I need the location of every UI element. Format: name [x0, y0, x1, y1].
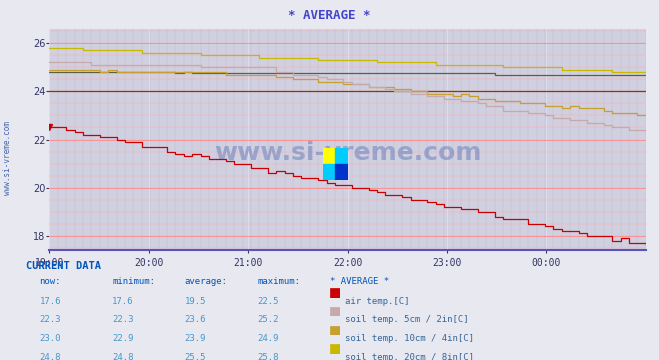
Text: 24.8: 24.8: [112, 353, 134, 360]
Text: maximum:: maximum:: [257, 277, 300, 286]
Text: CURRENT DATA: CURRENT DATA: [26, 261, 101, 271]
Text: 25.8: 25.8: [257, 353, 279, 360]
Bar: [323, 164, 335, 180]
Text: 17.6: 17.6: [112, 297, 134, 306]
Bar: [335, 148, 348, 164]
Text: www.si-vreme.com: www.si-vreme.com: [3, 121, 13, 195]
Text: 25.5: 25.5: [185, 353, 206, 360]
Text: 23.6: 23.6: [185, 315, 206, 324]
Text: average:: average:: [185, 277, 227, 286]
Text: www.si-vreme.com: www.si-vreme.com: [214, 141, 481, 165]
Text: 22.3: 22.3: [40, 315, 61, 324]
Bar: [335, 164, 348, 180]
Text: minimum:: minimum:: [112, 277, 155, 286]
Text: soil temp. 10cm / 4in[C]: soil temp. 10cm / 4in[C]: [345, 334, 474, 343]
Text: 22.3: 22.3: [112, 315, 134, 324]
Text: soil temp. 5cm / 2in[C]: soil temp. 5cm / 2in[C]: [345, 315, 469, 324]
Text: 24.9: 24.9: [257, 334, 279, 343]
Text: 22.5: 22.5: [257, 297, 279, 306]
Text: 19.5: 19.5: [185, 297, 206, 306]
Text: air temp.[C]: air temp.[C]: [345, 297, 409, 306]
Text: now:: now:: [40, 277, 61, 286]
Text: 17.6: 17.6: [40, 297, 61, 306]
Bar: [323, 148, 335, 164]
Text: 23.0: 23.0: [40, 334, 61, 343]
Text: soil temp. 20cm / 8in[C]: soil temp. 20cm / 8in[C]: [345, 353, 474, 360]
Text: * AVERAGE *: * AVERAGE *: [330, 277, 389, 286]
Text: 22.9: 22.9: [112, 334, 134, 343]
Text: * AVERAGE *: * AVERAGE *: [288, 9, 371, 22]
Text: 23.9: 23.9: [185, 334, 206, 343]
Text: 25.2: 25.2: [257, 315, 279, 324]
Text: 24.8: 24.8: [40, 353, 61, 360]
